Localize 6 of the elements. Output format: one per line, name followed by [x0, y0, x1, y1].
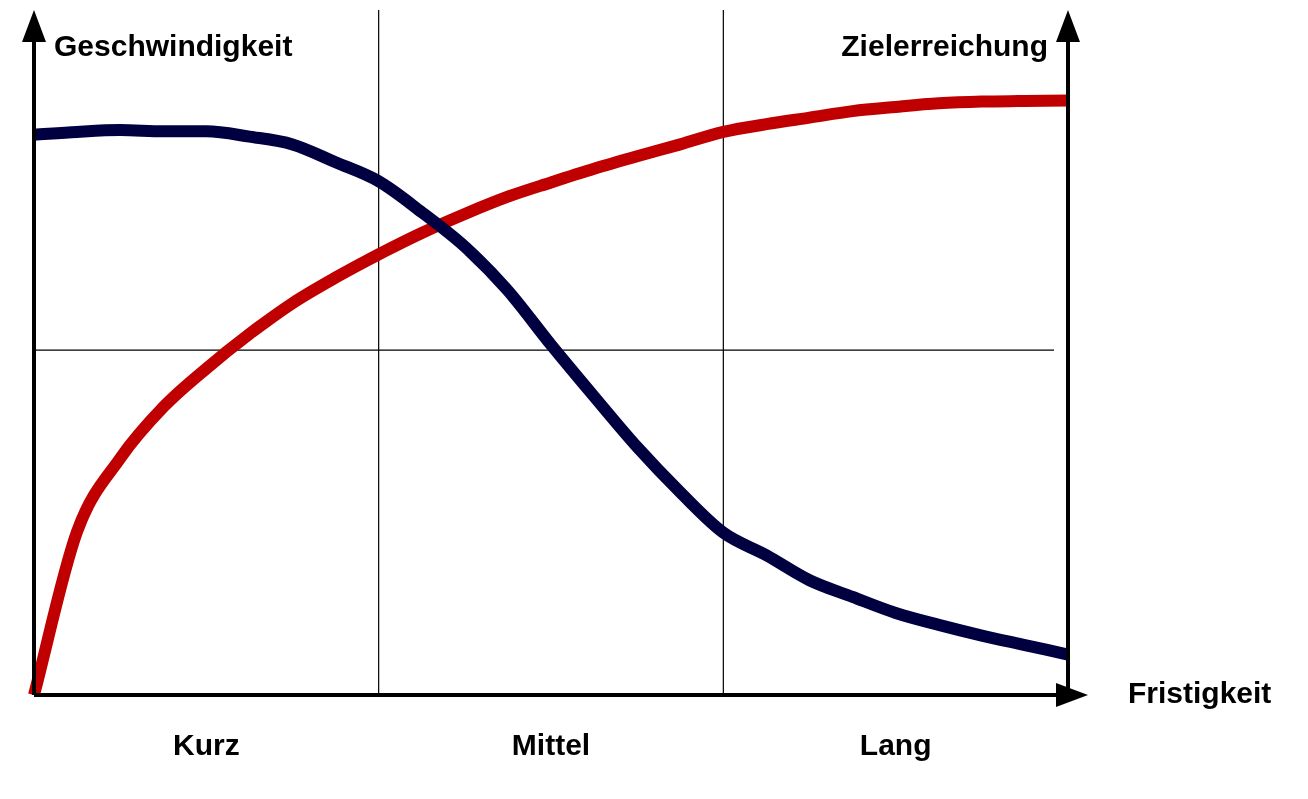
y2-axis-title: Zielerreichung [841, 29, 1048, 63]
x-tick-label: Kurz [173, 728, 240, 762]
x-tick-label: Lang [859, 728, 932, 762]
x-tick-label: Mittel [511, 728, 591, 762]
x-axis-title: Fristigkeit [1128, 676, 1272, 710]
y-axis-title: Geschwindigkeit [54, 29, 293, 63]
